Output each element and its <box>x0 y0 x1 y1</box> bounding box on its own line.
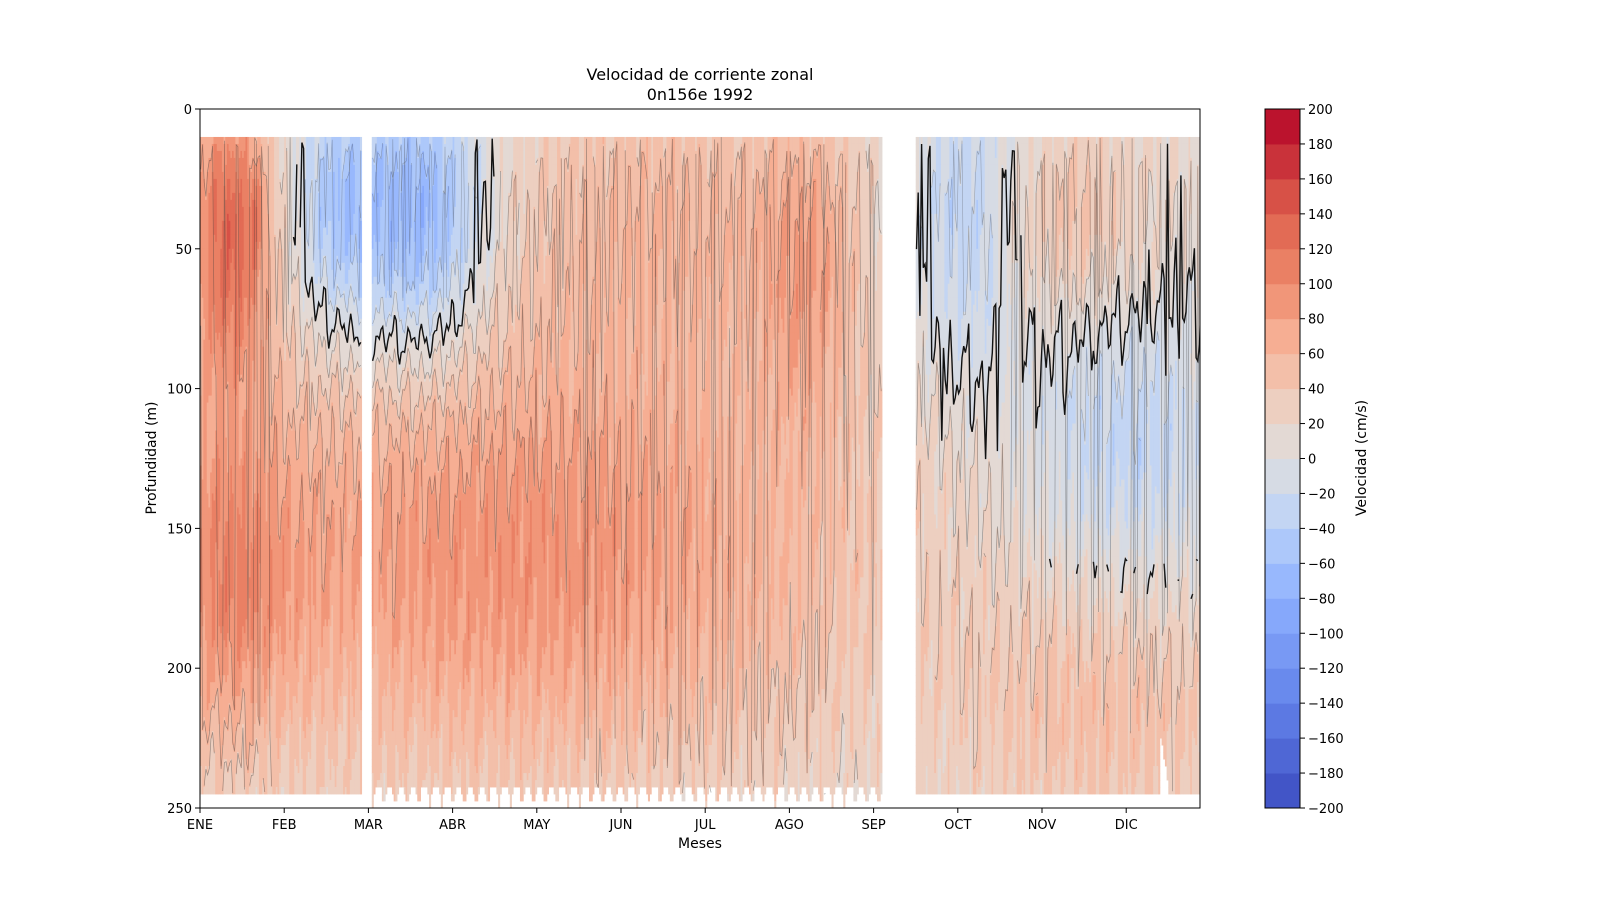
plot-area <box>200 109 1204 808</box>
chart-title: Velocidad de corriente zonal <box>587 65 814 84</box>
chart-subtitle: 0n156e 1992 <box>647 85 754 104</box>
